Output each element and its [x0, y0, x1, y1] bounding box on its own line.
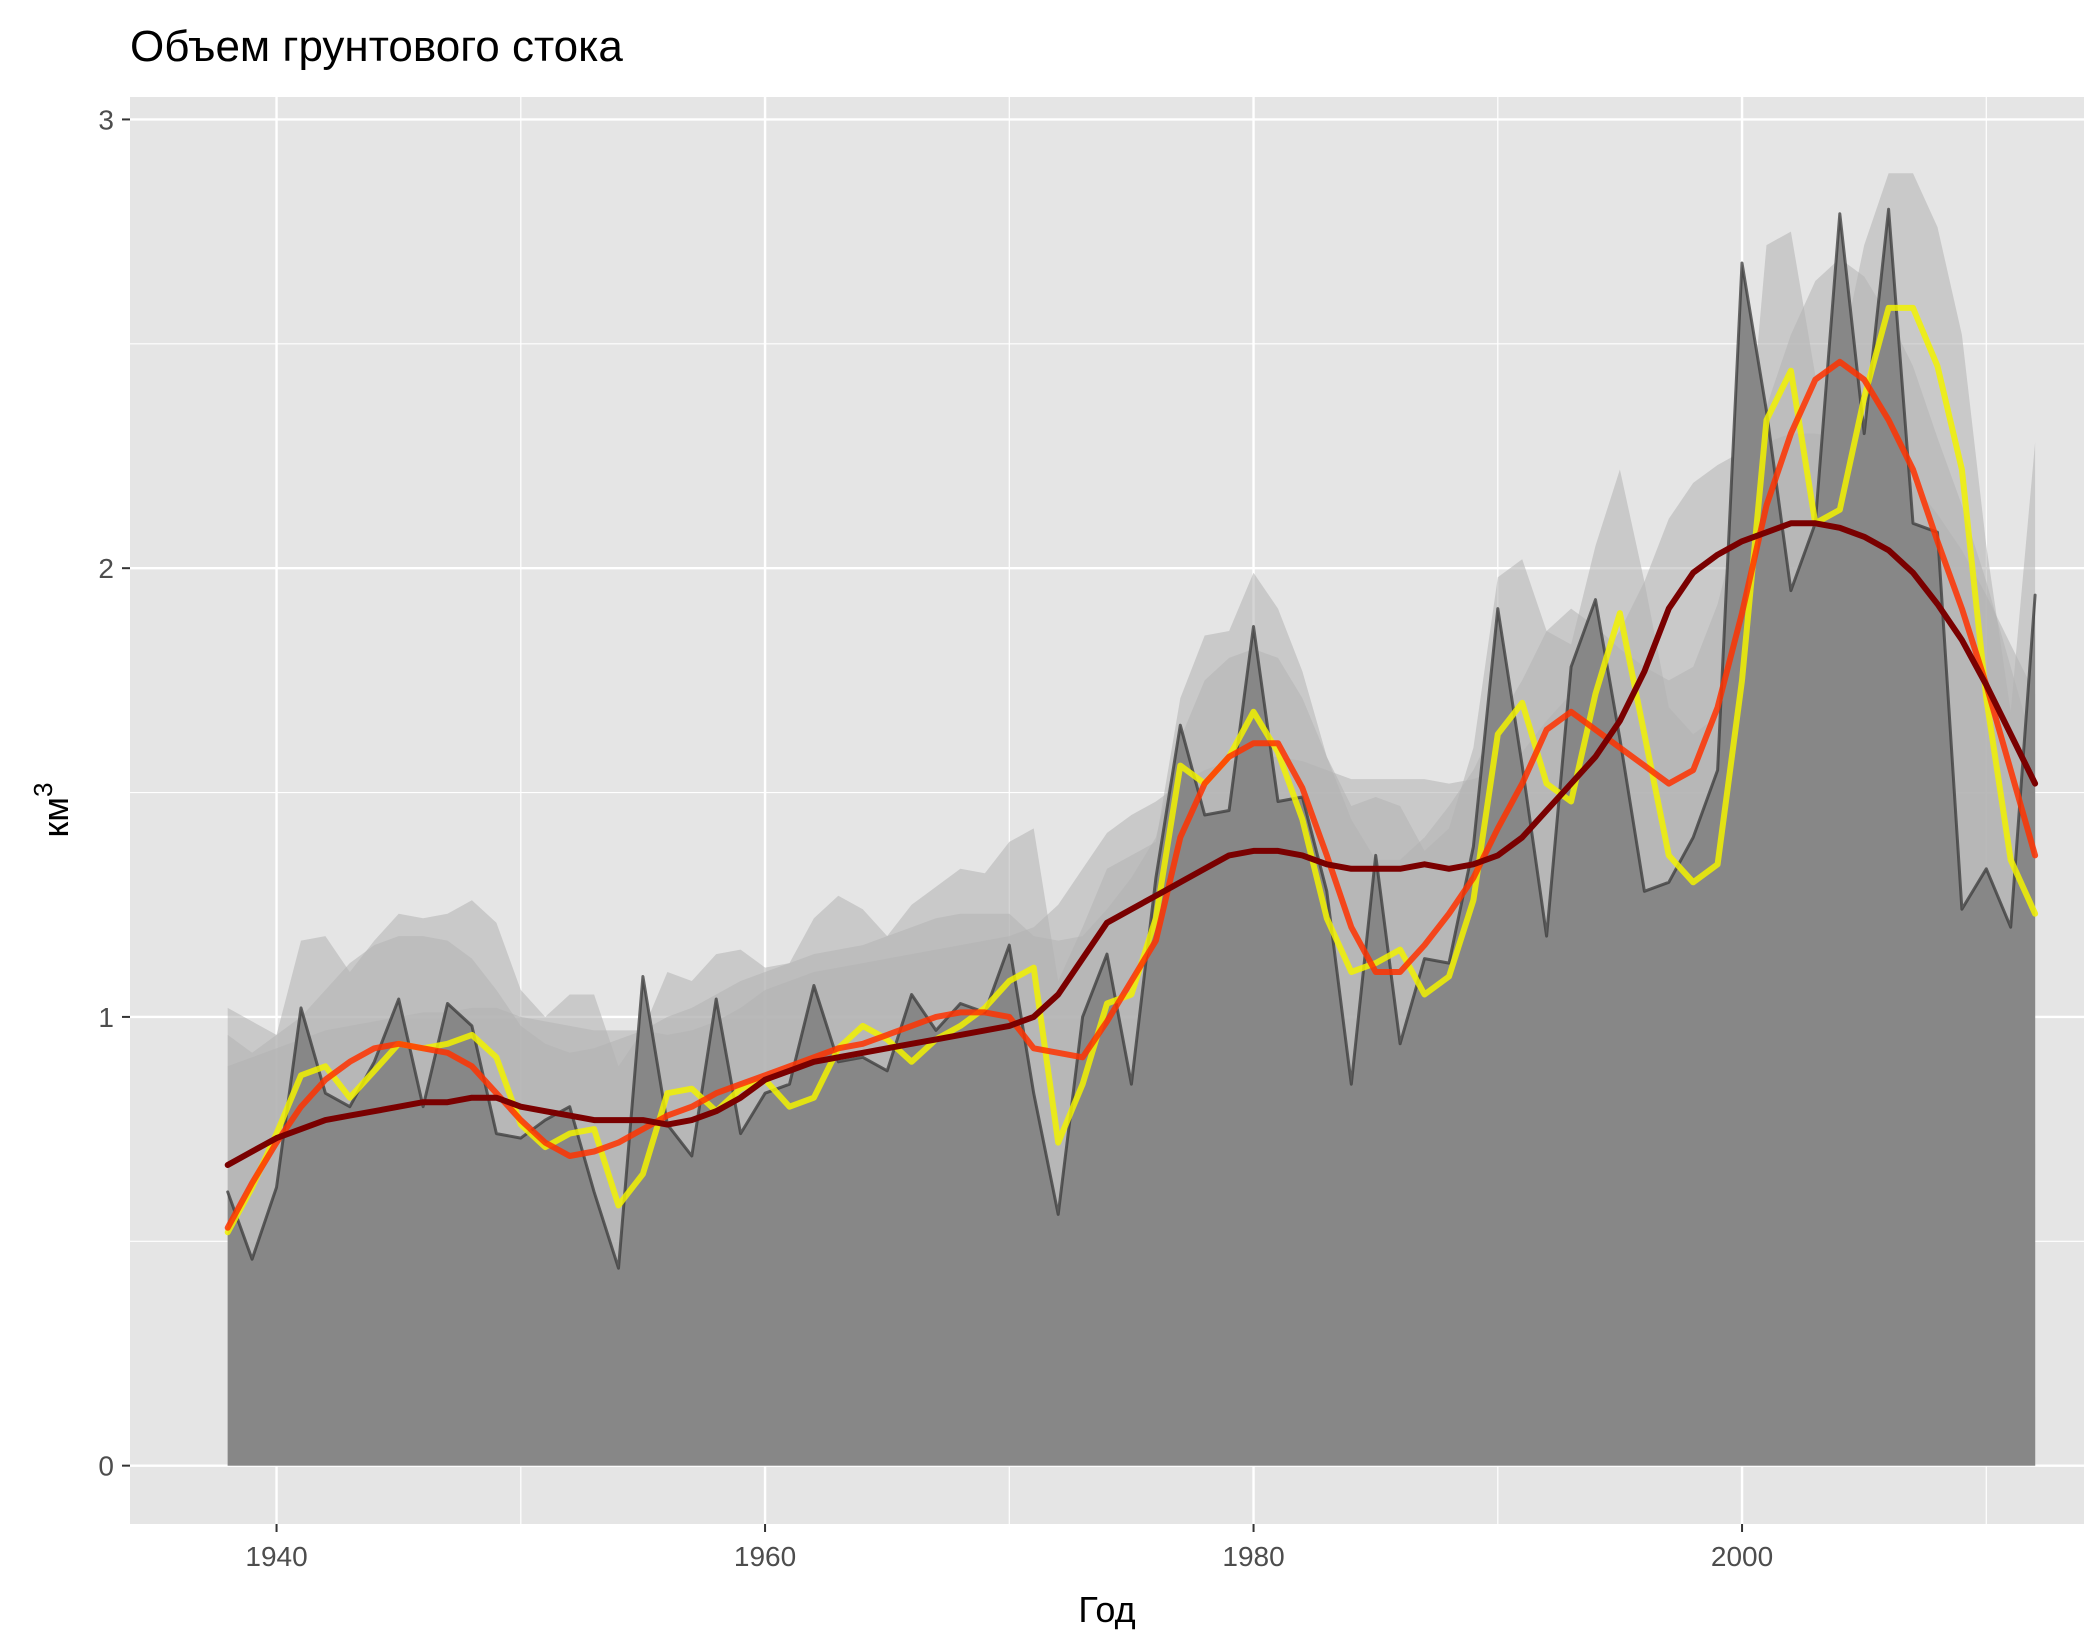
- line-smooth_long: [224, 520, 2039, 1168]
- y-tick-label: 1: [98, 1002, 114, 1033]
- y-tick-label: 2: [98, 553, 114, 584]
- x-tick-label: 1960: [734, 1541, 796, 1572]
- y-axis-title-main: км: [35, 797, 76, 838]
- axis-ticks: [122, 118, 1744, 1532]
- series-lines: [224, 207, 2039, 1270]
- y-tick-labels: 0 1 2 3: [98, 104, 114, 1481]
- x-tick-label: 1940: [245, 1541, 307, 1572]
- x-tick-labels: 1940 1960 1980 2000: [245, 1541, 1773, 1572]
- line-smooth_short: [224, 304, 2039, 1236]
- x-tick-label: 1980: [1222, 1541, 1284, 1572]
- x-tick-label: 2000: [1711, 1541, 1773, 1572]
- line-smooth_mid: [224, 358, 2039, 1231]
- chart-title: Объем грунтового стока: [130, 22, 623, 71]
- y-tick-label: 0: [98, 1451, 114, 1482]
- y-axis-title: км3: [28, 783, 76, 838]
- raw-area: [227, 209, 2036, 1466]
- x-axis-title: Год: [1078, 1589, 1135, 1630]
- area-fill: [227, 209, 2036, 1466]
- y-axis-title-superscript: 3: [28, 783, 58, 797]
- y-tick-label: 3: [98, 104, 114, 135]
